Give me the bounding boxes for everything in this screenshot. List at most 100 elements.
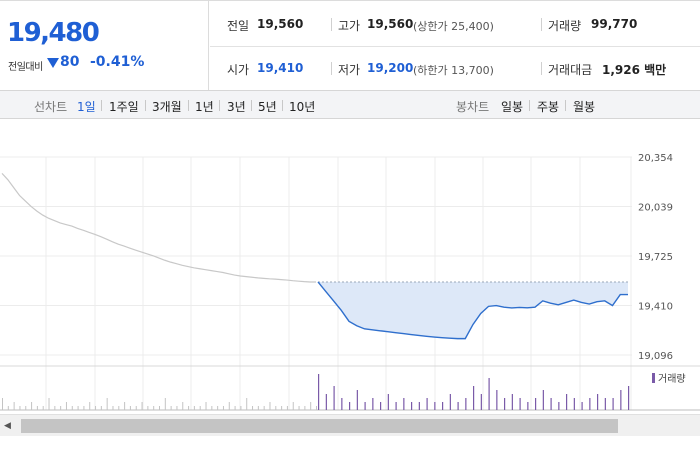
volume-bar-prev bbox=[147, 406, 149, 410]
volume-bar-prev bbox=[182, 402, 184, 410]
volume-bar-today bbox=[511, 394, 513, 410]
volume-legend-swatch bbox=[652, 373, 655, 383]
divider bbox=[541, 62, 542, 75]
volume-bar-prev bbox=[316, 406, 317, 410]
low-label: 저가 bbox=[338, 63, 361, 77]
volume-bar-prev bbox=[164, 398, 166, 410]
volume-bar-today bbox=[395, 402, 397, 410]
prev-close-label: 전일 bbox=[227, 19, 250, 33]
volume-bar-today bbox=[573, 398, 575, 410]
volume-bar-today bbox=[465, 398, 467, 410]
period-5y[interactable]: 5년 bbox=[258, 100, 277, 114]
volume-bar-prev bbox=[228, 402, 230, 410]
change-amount: 80 bbox=[60, 54, 80, 70]
volume-bar-today bbox=[558, 402, 560, 410]
divider bbox=[188, 100, 189, 111]
volume-bar-prev bbox=[19, 406, 21, 410]
prev-close-value: 19,560 bbox=[257, 17, 304, 31]
volume-bar-prev bbox=[159, 406, 160, 410]
volume-bar-today bbox=[426, 398, 428, 410]
divider bbox=[331, 18, 332, 31]
volume-bar-prev bbox=[269, 402, 271, 410]
candle-monthly[interactable]: 월봉 bbox=[573, 100, 596, 114]
period-1y[interactable]: 1년 bbox=[195, 100, 214, 114]
volume-bar-prev bbox=[36, 406, 38, 410]
volume-bar-prev bbox=[60, 406, 62, 410]
volume-bar-prev bbox=[77, 406, 79, 410]
volume-legend: 거래량 bbox=[652, 373, 686, 385]
high-value: 19,560 bbox=[367, 17, 414, 31]
volume-bar-prev bbox=[65, 402, 67, 410]
volume-bar-today bbox=[349, 402, 351, 410]
volume-bar-prev bbox=[141, 402, 143, 410]
volume-bar-today bbox=[418, 402, 420, 410]
divider bbox=[331, 62, 332, 75]
volume-bar-prev bbox=[275, 406, 277, 410]
volume-bar-today bbox=[604, 398, 606, 410]
volume-bar-today bbox=[535, 398, 537, 410]
scroll-thumb[interactable] bbox=[21, 419, 618, 433]
volume-bar-today bbox=[527, 402, 529, 410]
open-label: 시가 bbox=[227, 63, 250, 77]
today-price-line bbox=[317, 281, 628, 340]
period-1w[interactable]: 1주일 bbox=[109, 100, 139, 114]
volume-bar-prev bbox=[170, 406, 172, 410]
volume-bar-prev bbox=[31, 402, 33, 410]
candle-daily[interactable]: 일봉 bbox=[501, 100, 524, 114]
volume-bar-today bbox=[341, 398, 343, 410]
price-chart[interactable]: 20,354 20,039 19,725 19,410 19,096 거래량 bbox=[0, 120, 700, 414]
volume-bar-prev bbox=[304, 406, 306, 410]
volume-bar-prev bbox=[2, 398, 3, 410]
volume-bar-today bbox=[612, 398, 614, 410]
y-tick-label: 19,725 bbox=[638, 252, 673, 263]
volume-bar-prev bbox=[106, 398, 108, 410]
volume-bar-today bbox=[411, 402, 413, 410]
volume-bar-today bbox=[333, 386, 335, 410]
volume-bar-today bbox=[403, 398, 405, 410]
period-3y[interactable]: 3년 bbox=[227, 100, 246, 114]
volume-bar-prev bbox=[205, 402, 207, 410]
volume-bar-prev bbox=[222, 406, 224, 410]
volume-bar-prev bbox=[292, 402, 294, 410]
trade-value-value: 1,926 백만 bbox=[602, 63, 667, 77]
volume-bar-prev bbox=[42, 406, 44, 410]
volume-bar-prev bbox=[246, 398, 248, 410]
volume-bar-prev bbox=[95, 406, 97, 410]
stock-summary: 19,480 전일대비 80 -0.41% 전일 19,560 고가 19,56… bbox=[0, 0, 700, 91]
volume-bar-prev bbox=[310, 402, 312, 410]
volume-bar-today bbox=[364, 402, 366, 410]
chart-scrollbar[interactable]: ◀ bbox=[0, 414, 700, 436]
upper-limit: (상한가 25,400) bbox=[413, 20, 494, 33]
change-percent: -0.41% bbox=[90, 54, 145, 70]
volume-bar-prev bbox=[252, 406, 254, 410]
volume-bar-prev bbox=[234, 406, 236, 410]
volume-bar-today bbox=[372, 398, 374, 410]
divider bbox=[529, 100, 530, 111]
divider bbox=[101, 100, 102, 111]
volume-bar-today bbox=[434, 402, 436, 410]
volume-bar-today bbox=[597, 394, 599, 410]
volume-bar-prev bbox=[263, 406, 265, 410]
volume-bar-today bbox=[442, 402, 444, 410]
high-label: 고가 bbox=[338, 19, 361, 33]
volume-bar-today bbox=[504, 398, 506, 410]
candle-weekly[interactable]: 주봉 bbox=[537, 100, 560, 114]
volume-bar-prev bbox=[13, 402, 15, 410]
scroll-left-icon[interactable]: ◀ bbox=[4, 421, 11, 431]
volume-bar-prev bbox=[7, 406, 9, 410]
period-10y[interactable]: 10년 bbox=[289, 100, 316, 114]
volume-bar-prev bbox=[112, 406, 114, 410]
volume-bar-today bbox=[519, 398, 521, 410]
current-price: 19,480 bbox=[7, 18, 100, 48]
volume-bar-today bbox=[542, 390, 544, 410]
period-1d[interactable]: 1일 bbox=[77, 100, 96, 114]
open-value: 19,410 bbox=[257, 61, 304, 75]
volume-bar-prev bbox=[54, 406, 56, 410]
divider bbox=[251, 100, 252, 111]
volume-bar-today bbox=[628, 386, 630, 410]
volume-bar-today bbox=[480, 394, 482, 410]
y-axis-ticks: 20,354 20,039 19,725 19,410 19,096 bbox=[638, 153, 673, 362]
volume-bar-prev bbox=[281, 406, 283, 410]
period-3m[interactable]: 3개월 bbox=[152, 100, 182, 114]
volume-bar-prev bbox=[89, 402, 91, 410]
